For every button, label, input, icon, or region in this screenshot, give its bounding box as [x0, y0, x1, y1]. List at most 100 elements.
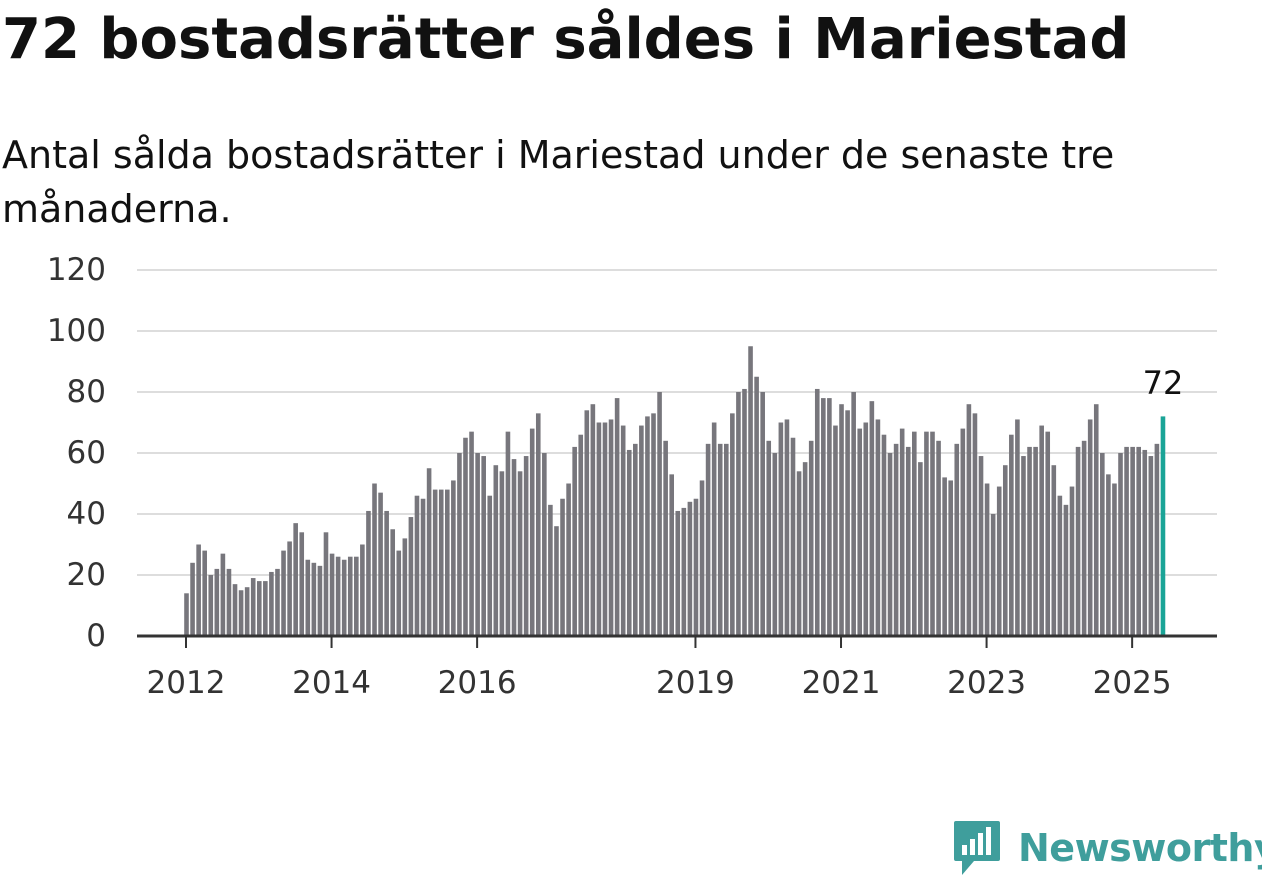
bar	[542, 453, 547, 636]
bar	[912, 431, 917, 636]
bar	[930, 431, 935, 636]
bar	[335, 556, 341, 636]
bar	[693, 498, 699, 636]
y-axis-ticks: 0 20 40 60 80 100 120	[47, 252, 106, 654]
bar	[366, 510, 371, 636]
bar	[438, 489, 444, 636]
bar	[730, 413, 735, 636]
bar	[1081, 440, 1087, 636]
bar	[875, 419, 881, 636]
x-tick-label: 2014	[292, 665, 371, 701]
bar	[590, 404, 596, 636]
bar	[463, 437, 468, 636]
x-tick-label: 2012	[147, 665, 226, 701]
bar	[1093, 404, 1099, 636]
bar	[554, 526, 559, 636]
bar	[287, 541, 292, 636]
x-tick-label: 2016	[438, 665, 517, 701]
bar	[639, 425, 644, 636]
bar	[948, 480, 953, 636]
bar	[305, 559, 311, 636]
x-axis-ticks: 2012 2014 2016 2019 2021 2023 2025	[147, 636, 1172, 701]
bar	[1100, 453, 1105, 636]
x-tick-label: 2019	[656, 665, 735, 701]
bar	[760, 392, 765, 636]
y-tick-label: 20	[67, 557, 106, 593]
data-labels: 72	[1143, 364, 1184, 402]
bar	[360, 544, 365, 636]
bar	[511, 459, 517, 636]
bar	[778, 422, 784, 636]
bar	[845, 410, 850, 636]
bar	[1106, 474, 1111, 636]
bar	[1045, 431, 1051, 636]
bar	[384, 510, 389, 636]
bar	[754, 376, 759, 636]
bar	[269, 571, 274, 636]
bar	[857, 428, 863, 636]
bar	[924, 431, 929, 636]
bar	[517, 471, 523, 636]
bar	[432, 489, 438, 636]
bar	[263, 581, 268, 636]
bar	[354, 556, 359, 636]
bar	[814, 388, 820, 636]
bar	[1039, 425, 1044, 636]
x-tick-label: 2025	[1093, 665, 1172, 701]
bar	[499, 471, 505, 636]
bar	[1130, 446, 1135, 636]
bar	[408, 517, 414, 636]
bar	[196, 544, 201, 636]
bar	[839, 404, 844, 636]
bar	[475, 453, 480, 636]
bar	[396, 550, 402, 636]
bar	[1021, 456, 1026, 636]
bar	[560, 498, 565, 636]
x-tick-label: 2023	[947, 665, 1026, 701]
bar	[996, 486, 1002, 636]
bar	[784, 419, 790, 636]
brand-logo: Newsworthy	[952, 820, 1262, 876]
y-tick-label: 0	[86, 618, 106, 654]
bar	[869, 401, 875, 636]
page-subtitle: Antal sålda bostadsrätter i Mariestad un…	[2, 133, 1115, 231]
bar	[675, 510, 681, 636]
bar	[190, 562, 195, 636]
bar	[493, 465, 499, 636]
bar	[596, 422, 602, 636]
bar	[572, 446, 577, 636]
bar	[1087, 419, 1093, 636]
bar	[281, 550, 286, 636]
bar	[578, 434, 584, 636]
bar	[402, 538, 408, 636]
page-title: 72 bostadsrätter såldes i Mariestad	[2, 7, 1130, 72]
bar	[711, 422, 717, 636]
bar	[1009, 434, 1014, 636]
bar	[347, 556, 353, 636]
bar	[1148, 456, 1154, 636]
bar	[984, 483, 990, 636]
bar	[790, 437, 796, 636]
bar	[899, 428, 905, 636]
bar	[1142, 449, 1148, 636]
bar	[620, 425, 626, 636]
bar	[184, 593, 189, 636]
bar	[1033, 446, 1038, 636]
bar	[772, 453, 778, 636]
y-tick-label: 40	[67, 496, 106, 532]
bar	[626, 449, 632, 636]
bar	[663, 440, 668, 636]
y-tick-label: 60	[67, 435, 106, 471]
bar	[827, 398, 832, 636]
bar	[954, 443, 960, 636]
bar	[602, 422, 608, 636]
bar	[238, 590, 244, 636]
bar	[681, 507, 687, 636]
bar	[341, 559, 347, 636]
bar	[202, 550, 207, 636]
bar	[723, 443, 729, 636]
bar	[990, 514, 996, 636]
bar	[426, 468, 432, 636]
bar	[293, 523, 298, 636]
